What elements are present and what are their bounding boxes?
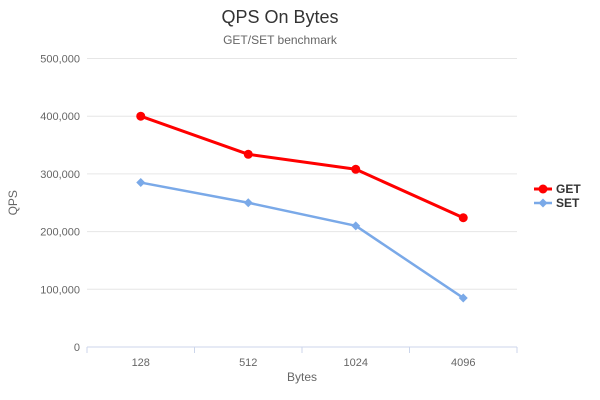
series-line-set <box>139 181 465 300</box>
chart-subtitle: GET/SET benchmark <box>223 33 337 47</box>
set-point-512[interactable] <box>243 198 253 208</box>
x-axis-title: Bytes <box>287 370 317 384</box>
legend-diamond-icon <box>538 198 548 208</box>
series-line-get <box>139 114 465 220</box>
set-point-4096[interactable] <box>458 293 468 303</box>
y-axis-tick-label: 100,000 <box>40 284 80 296</box>
legend-item-get[interactable]: GET <box>534 182 581 196</box>
set-point-128[interactable] <box>136 178 146 188</box>
get-point-4096[interactable] <box>458 213 468 223</box>
x-axis-tick-label: 512 <box>239 357 257 369</box>
y-axis-tick-label: 400,000 <box>40 111 80 123</box>
get-point-512[interactable] <box>243 149 253 159</box>
x-axis-tick-label: 4096 <box>451 357 475 369</box>
chart-title: QPS On Bytes <box>221 7 339 27</box>
legend-label-get: GET <box>556 182 581 196</box>
y-axis-tick-label: 500,000 <box>40 54 80 66</box>
x-axis-tick-label: 1024 <box>344 357 368 369</box>
legend-circle-icon <box>538 184 548 194</box>
y-axis-tick-label: 0 <box>74 342 80 354</box>
x-axis-tick-label: 128 <box>132 357 150 369</box>
y-axis-tick-label: 200,000 <box>40 227 80 239</box>
get-point-1024[interactable] <box>351 164 361 174</box>
set-point-1024[interactable] <box>351 221 361 231</box>
y-axis-tick-label: 300,000 <box>40 169 80 181</box>
legend-label-set: SET <box>556 196 580 210</box>
y-axis-title: QPS <box>6 190 20 215</box>
get-point-128[interactable] <box>136 111 146 121</box>
legend-item-set[interactable]: SET <box>534 196 580 210</box>
